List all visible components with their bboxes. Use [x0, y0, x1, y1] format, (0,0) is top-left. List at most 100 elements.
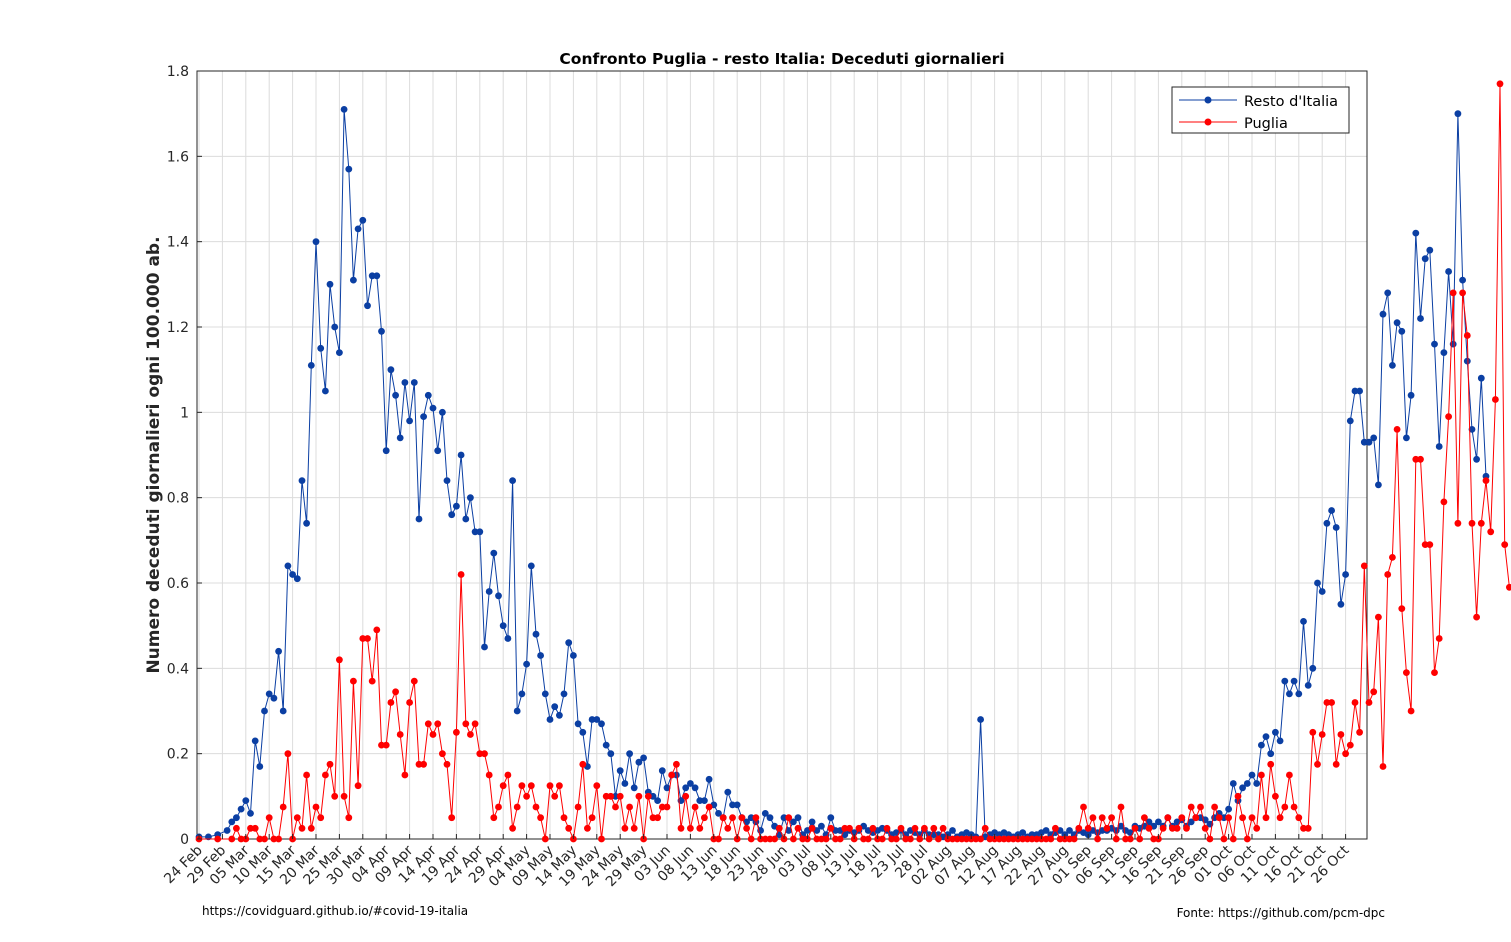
data-point: [1272, 792, 1279, 800]
data-point: [532, 630, 540, 638]
data-point: [270, 835, 278, 843]
data-point: [1351, 699, 1359, 706]
data-point: [790, 818, 797, 826]
data-point: [1019, 829, 1027, 836]
data-point: [598, 720, 605, 728]
data-point: [289, 571, 296, 578]
data-point: [462, 515, 470, 523]
data-point: [364, 635, 371, 642]
data-point: [579, 760, 587, 768]
data-point: [574, 803, 582, 811]
data-point: [1360, 438, 1368, 446]
data-point: [949, 827, 956, 834]
data-point: [1187, 818, 1195, 826]
data-point: [1323, 519, 1331, 527]
data-point: [279, 707, 287, 715]
data-point: [354, 225, 362, 233]
data-point: [799, 835, 807, 843]
data-point: [1398, 327, 1406, 335]
data-point: [1468, 426, 1476, 433]
data-point: [1318, 588, 1326, 595]
legend-item-resto-italia: Resto d'Italia: [1179, 94, 1338, 110]
data-point: [621, 824, 629, 832]
data-point: [626, 750, 633, 758]
data-point: [387, 699, 395, 706]
y-tick-label: 1.2: [167, 320, 189, 336]
data-point: [607, 792, 615, 800]
data-point: [256, 763, 264, 770]
data-point: [1384, 289, 1392, 297]
data-point: [635, 792, 643, 800]
data-point: [251, 737, 259, 745]
data-point: [588, 716, 596, 723]
data-point: [1384, 571, 1392, 578]
data-point: [1169, 824, 1176, 832]
data-point: [354, 782, 362, 790]
data-point: [668, 771, 676, 779]
data-point: [705, 775, 713, 783]
data-point: [368, 677, 376, 685]
data-point: [822, 835, 830, 843]
data-point: [1304, 824, 1312, 832]
data-point: [1220, 814, 1228, 822]
data-point: [1183, 824, 1190, 832]
data-point: [963, 835, 970, 843]
data-point: [930, 824, 938, 832]
data-point: [673, 771, 680, 779]
data-point: [453, 728, 460, 736]
y-tick-label: 1.8: [167, 64, 189, 80]
data-point: [359, 635, 367, 642]
data-point: [1356, 728, 1363, 736]
data-point: [1403, 434, 1410, 442]
data-point: [981, 824, 989, 832]
data-point: [560, 690, 568, 698]
data-point: [696, 824, 704, 832]
data-point: [261, 835, 268, 843]
data-point: [1276, 814, 1284, 822]
data-point: [541, 835, 549, 843]
data-point: [1492, 396, 1499, 403]
data-point: [1440, 498, 1448, 506]
data-point: [841, 824, 849, 832]
data-point: [1417, 455, 1424, 463]
data-point: [546, 716, 554, 723]
data-point: [907, 835, 914, 843]
data-point: [541, 690, 549, 698]
data-point: [424, 391, 432, 399]
legend-label-puglia: Puglia: [1244, 116, 1288, 132]
data-point: [481, 643, 488, 651]
data-point: [616, 767, 624, 775]
data-point: [392, 391, 399, 399]
data-point: [373, 626, 381, 634]
data-point: [1407, 391, 1415, 399]
data-point: [1295, 690, 1303, 698]
data-point: [457, 451, 465, 459]
data-point: [467, 494, 474, 502]
data-point: [715, 810, 722, 817]
data-point: [336, 349, 343, 356]
data-point: [476, 528, 484, 536]
data-point: [1047, 835, 1055, 843]
data-point: [214, 835, 222, 843]
data-point: [1117, 803, 1125, 811]
legend-marker-resto-italia: [1204, 96, 1212, 104]
y-tick-label: 1.6: [167, 149, 189, 165]
data-point: [654, 814, 661, 822]
data-point: [747, 814, 755, 822]
data-point: [410, 677, 418, 685]
data-point: [1454, 110, 1462, 118]
data-point: [1239, 784, 1246, 792]
data-point: [1089, 814, 1097, 822]
data-point: [1290, 803, 1298, 811]
data-point: [1229, 835, 1237, 843]
data-point: [593, 782, 601, 790]
data-point: [649, 792, 657, 800]
data-point: [1506, 583, 1511, 591]
series-puglia: [195, 80, 1511, 843]
data-point: [630, 784, 638, 792]
data-point: [1370, 688, 1378, 696]
data-point: [513, 803, 521, 811]
data-point: [921, 824, 928, 832]
data-point: [883, 824, 891, 832]
data-point: [1393, 426, 1401, 433]
